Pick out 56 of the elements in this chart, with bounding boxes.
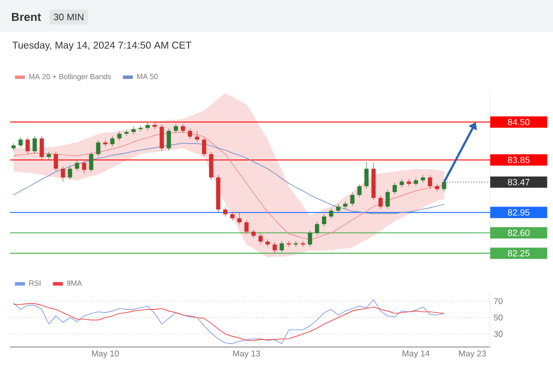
candlestick	[209, 152, 214, 180]
candlestick	[174, 124, 178, 134]
candlestick	[131, 126, 136, 135]
x-tick-label: May 13	[233, 350, 260, 358]
candlestick	[223, 206, 228, 217]
candlestick	[272, 242, 277, 253]
candlestick	[82, 160, 86, 174]
candlestick	[32, 136, 37, 154]
y-tick-label: 82.25	[508, 250, 530, 256]
y-tick-label: 82.60	[508, 230, 530, 236]
candlestick	[60, 166, 66, 182]
candlestick	[357, 184, 362, 198]
candlestick	[11, 142, 16, 151]
candlestick	[420, 174, 426, 183]
x-tick-label: May 14	[402, 350, 430, 358]
candlestick	[386, 189, 390, 210]
candlestick	[89, 152, 94, 172]
text: Tuesday, May 14, 2024 7:14:50 AM CET	[12, 41, 192, 51]
candlestick	[280, 240, 284, 253]
candlestick	[160, 124, 164, 152]
y-tick-label: 84.50	[508, 118, 530, 126]
candlestick	[251, 229, 256, 238]
candlestick	[308, 230, 312, 248]
candlestick	[68, 166, 72, 180]
candlestick	[180, 124, 186, 134]
chart-title: Brent	[12, 13, 41, 21]
candlestick	[350, 192, 354, 206]
candlestick	[378, 195, 383, 210]
candlestick	[117, 131, 122, 141]
y-tick-label: 82.95	[508, 209, 530, 216]
y-tick-label: 83.47	[508, 178, 530, 186]
candlestick	[434, 184, 440, 192]
candlestick	[314, 222, 320, 236]
candlestick	[202, 136, 206, 157]
y-tick-label: 50	[494, 314, 503, 321]
candlestick	[110, 136, 114, 147]
candlestick	[364, 161, 369, 189]
chart-subtitle: 30 MIN	[54, 14, 84, 20]
candlestick	[194, 130, 200, 142]
candlestick	[40, 136, 44, 160]
candlestick	[18, 136, 23, 148]
candlestick	[428, 174, 432, 189]
candlestick	[392, 182, 397, 195]
candlestick	[166, 128, 171, 151]
y-tick-label: 83.85	[508, 156, 530, 164]
candlestick	[322, 214, 326, 227]
candlestick	[54, 152, 58, 172]
candlestick	[329, 208, 334, 220]
candlestick	[26, 136, 30, 154]
x-tick-label: May 23	[459, 350, 486, 358]
candlestick	[96, 140, 100, 157]
candlestick	[244, 220, 249, 234]
candlestick	[237, 212, 242, 225]
x-tick-label: May 10	[92, 350, 119, 358]
y-tick-label: 70	[494, 298, 503, 304]
y-tick-label: 30	[494, 330, 503, 337]
